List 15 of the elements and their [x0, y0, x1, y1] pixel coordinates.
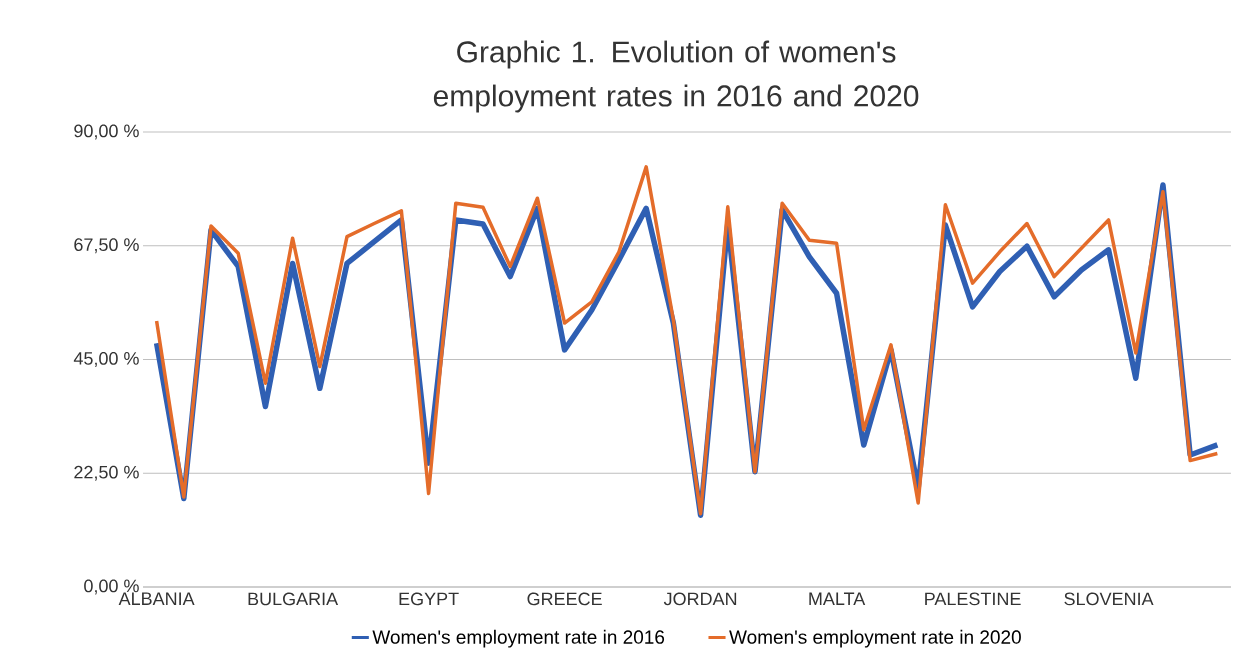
chart-title: Graphic 1. Evolution of women's employment rates in 2016 and 2020: [433, 40, 919, 113]
x-tick-label: PALESTINE: [925, 592, 1021, 606]
x-tick-label: BULGARIA: [248, 592, 339, 606]
x-tick-label: EGYPT: [399, 592, 459, 606]
legend-label: Women's employment rate in 2020: [729, 629, 1021, 648]
x-tick-label: JORDAN: [663, 592, 737, 606]
y-tick-label: 22,50 %: [74, 465, 139, 481]
x-tick-label: GREECE: [527, 592, 602, 606]
x-tick-label: MALTA: [809, 592, 866, 605]
y-tick-label: 45,00 %: [73, 352, 139, 367]
x-tick-label: ALBANIA: [118, 592, 195, 605]
y-tick-label: 67,50 %: [74, 238, 139, 254]
x-tick-label: SLOVENIA: [1064, 592, 1154, 606]
y-tick-label: 90,00 %: [74, 124, 139, 140]
legend-label: Women's employment rate in 2016: [372, 629, 665, 648]
